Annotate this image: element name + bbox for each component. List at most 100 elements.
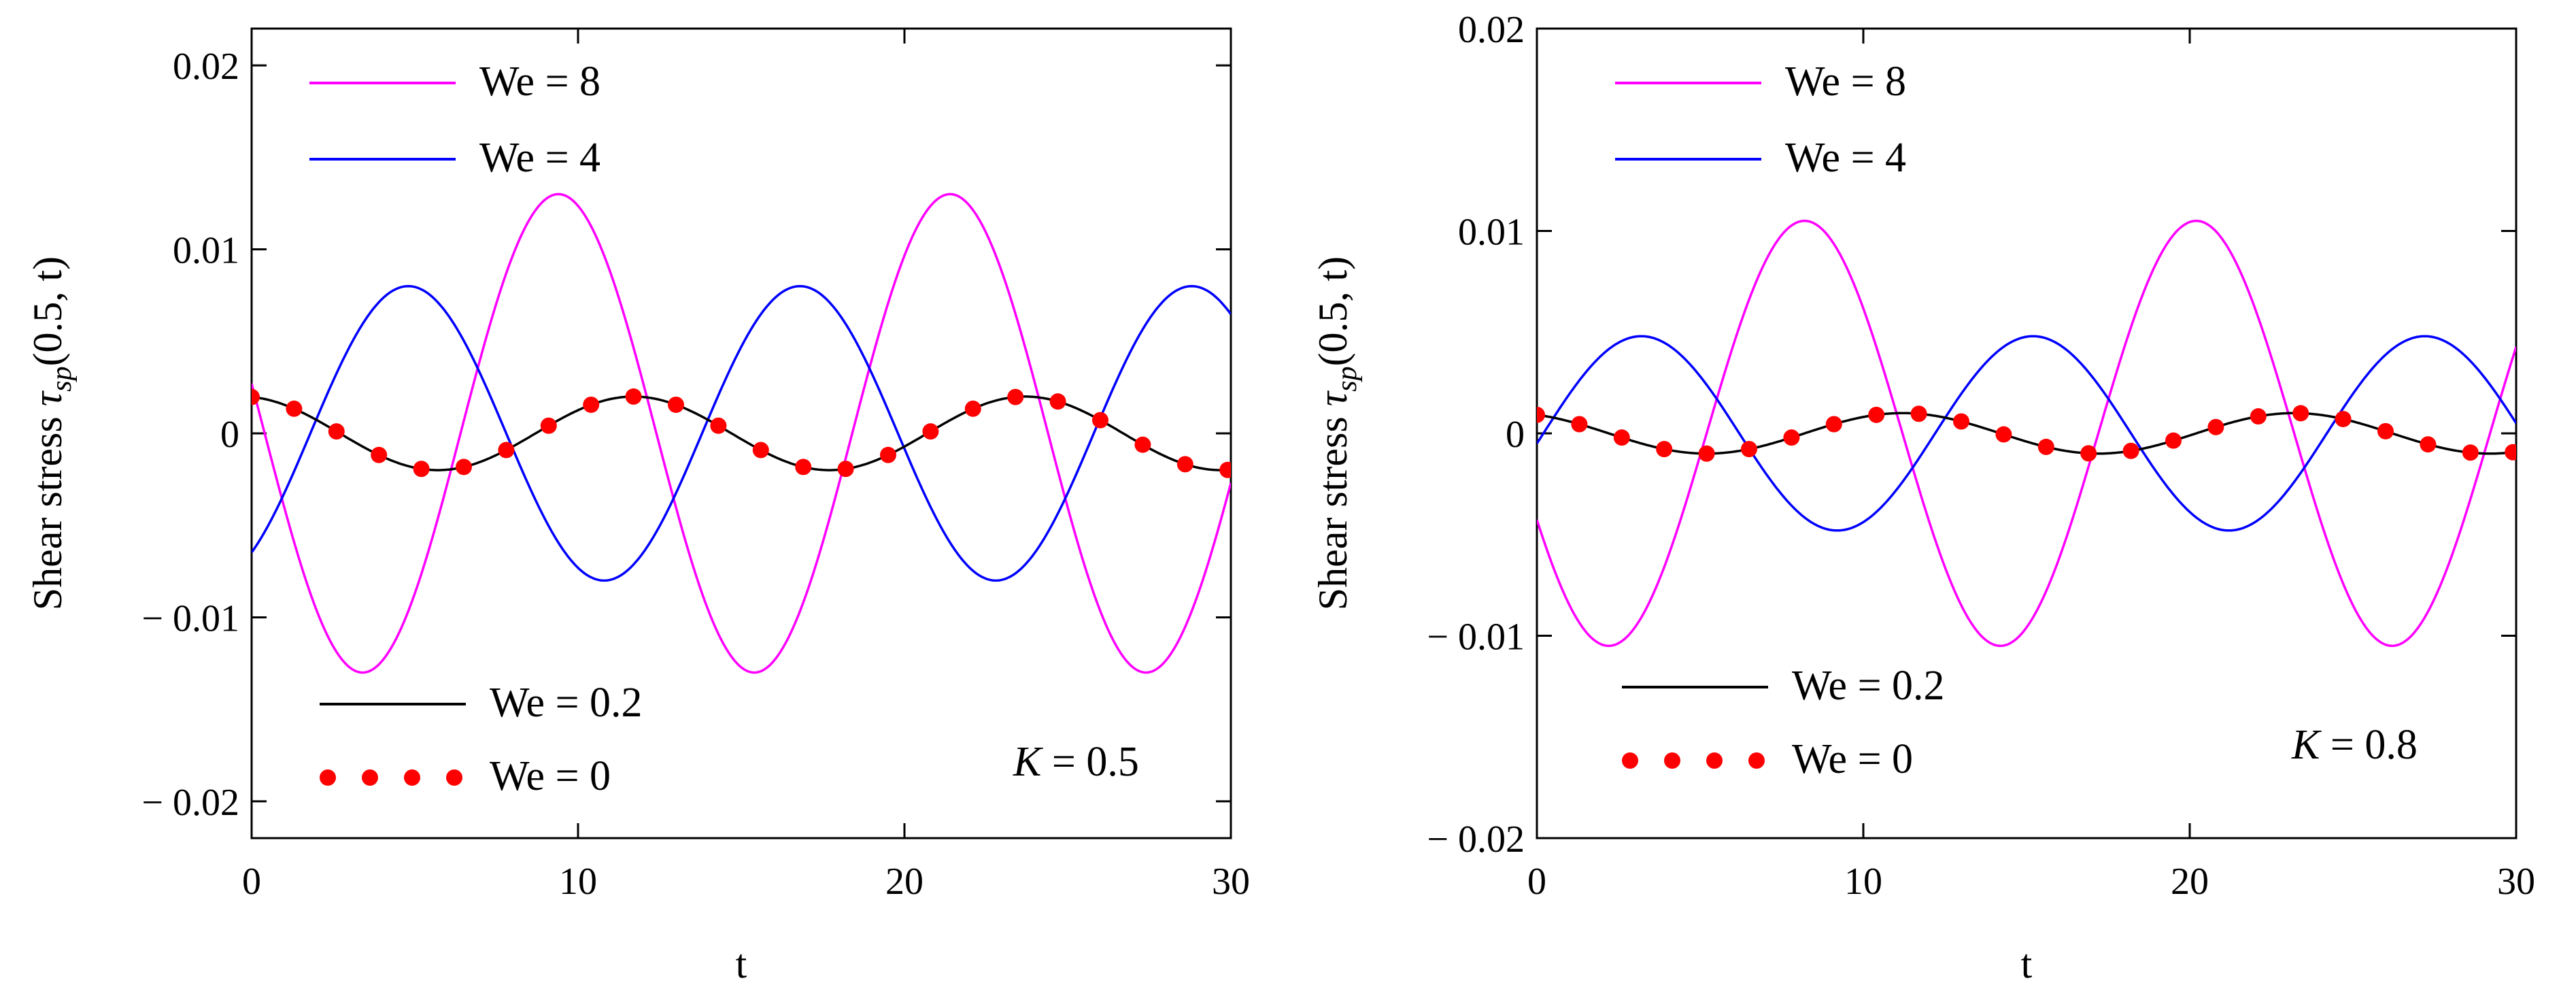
y-tick-label: 0.01: [173, 230, 239, 272]
series-point: [2420, 436, 2437, 453]
legend-entry: We = 8: [1615, 59, 1906, 105]
legend-entry: We = 4: [1615, 135, 1906, 181]
x-axis-label: t: [2021, 942, 2033, 986]
plot-frame: [250, 27, 1232, 839]
curves: [1537, 219, 2516, 648]
x-tick-label: 10: [559, 861, 597, 903]
series-point: [1825, 416, 1842, 433]
series-line-we-4: [252, 284, 1231, 582]
legend-entry: We = 4: [309, 135, 600, 181]
y-tick-label: 0.02: [173, 46, 239, 88]
series-point: [2037, 438, 2054, 455]
x-axis-label: t: [736, 942, 747, 986]
legend-entry: We = 0: [320, 753, 611, 799]
legend-label: We = 4: [479, 135, 600, 181]
series-point: [1741, 441, 1757, 458]
series-point: [837, 461, 854, 478]
y-tick-label: 0: [1506, 414, 1525, 456]
x-tick-label: 0: [1527, 861, 1546, 903]
series-point: [1995, 426, 2012, 443]
legend-label: We = 0: [1792, 736, 1913, 782]
series-point: [1176, 456, 1193, 473]
y-axis-label: Shear stress τsp(0.5, t): [25, 256, 78, 610]
series-point: [1783, 429, 1800, 446]
y-tick-label: 0: [220, 414, 239, 456]
legend-label: We = 8: [1785, 59, 1906, 105]
legend-label: We = 0: [490, 753, 611, 799]
series-point: [922, 423, 939, 440]
series-line-we-4: [1537, 335, 2516, 532]
series-point: [328, 423, 345, 440]
series-point: [540, 417, 557, 434]
y-tick-label: 0.01: [1458, 212, 1525, 254]
series-line-we-8: [252, 193, 1231, 674]
x-tick-label: 10: [1844, 861, 1882, 903]
series-point: [2505, 444, 2516, 461]
series-point: [1656, 441, 1673, 458]
x-tick-label: 30: [2497, 861, 2535, 903]
series-point: [498, 442, 515, 459]
series-point: [2250, 408, 2267, 425]
x-tick-label: 20: [2171, 861, 2209, 903]
series-point: [710, 417, 727, 434]
legend-swatch-dot: [1622, 752, 1638, 769]
series-point: [1953, 413, 1969, 430]
legend-swatch-dot: [404, 769, 420, 786]
y-tick-label: − 0.01: [1427, 616, 1525, 659]
series-point: [1698, 445, 1715, 462]
series-line-we-0-2: [1537, 412, 2516, 455]
legend-swatch-dot: [446, 769, 462, 786]
legend-entry: We = 0.2: [1622, 663, 1945, 709]
series-point: [668, 396, 684, 413]
series-point: [2335, 410, 2352, 427]
y-tick-label: − 0.01: [141, 597, 239, 639]
series-point: [1049, 393, 1066, 410]
x-tick-label: 0: [242, 861, 261, 903]
legend-entry: We = 8: [309, 59, 600, 105]
series-point: [625, 388, 642, 405]
series-point: [752, 442, 769, 459]
x-tick-label: 30: [1212, 861, 1250, 903]
legend-swatch-dot: [362, 769, 378, 786]
y-tick-label: 0.02: [1458, 9, 1525, 51]
series-point: [2122, 442, 2139, 459]
y-tick-label: − 0.02: [1427, 818, 1525, 861]
series-point: [1219, 461, 1231, 478]
series-point: [2377, 422, 2394, 439]
parameter-annotation: K = 0.8: [2291, 722, 2418, 768]
series-point: [1092, 412, 1108, 429]
legend-entry: We = 0.2: [320, 680, 643, 726]
series-point: [371, 446, 388, 463]
y-tick-label: − 0.02: [141, 782, 239, 824]
series-point: [2292, 405, 2309, 422]
series-point: [413, 461, 430, 478]
legend-swatch-dot: [1748, 752, 1765, 769]
plot-frame: [1536, 27, 2518, 839]
legend-swatch-dot: [1706, 752, 1723, 769]
legend-label: We = 0.2: [490, 680, 643, 726]
series-point: [2080, 445, 2097, 462]
series-point: [795, 459, 812, 476]
series-point: [583, 396, 600, 413]
series-point: [456, 459, 472, 476]
series-point: [286, 400, 303, 417]
series-point: [1613, 429, 1630, 446]
legend-entry: We = 0: [1622, 736, 1913, 782]
series-point: [252, 388, 260, 405]
curves: [252, 193, 1231, 674]
legend-swatch-dot: [320, 769, 336, 786]
series-point: [880, 446, 896, 463]
series-point: [2462, 444, 2479, 461]
series-line-we-8: [1537, 219, 2516, 648]
series-point: [1910, 405, 1927, 422]
parameter-annotation: K = 0.5: [1013, 739, 1139, 785]
series-point: [1134, 436, 1151, 453]
series-point: [1868, 406, 1885, 423]
series-point: [1537, 406, 1545, 423]
series-point: [964, 400, 981, 417]
legend-label: We = 8: [479, 59, 600, 105]
series-point: [2165, 432, 2182, 449]
